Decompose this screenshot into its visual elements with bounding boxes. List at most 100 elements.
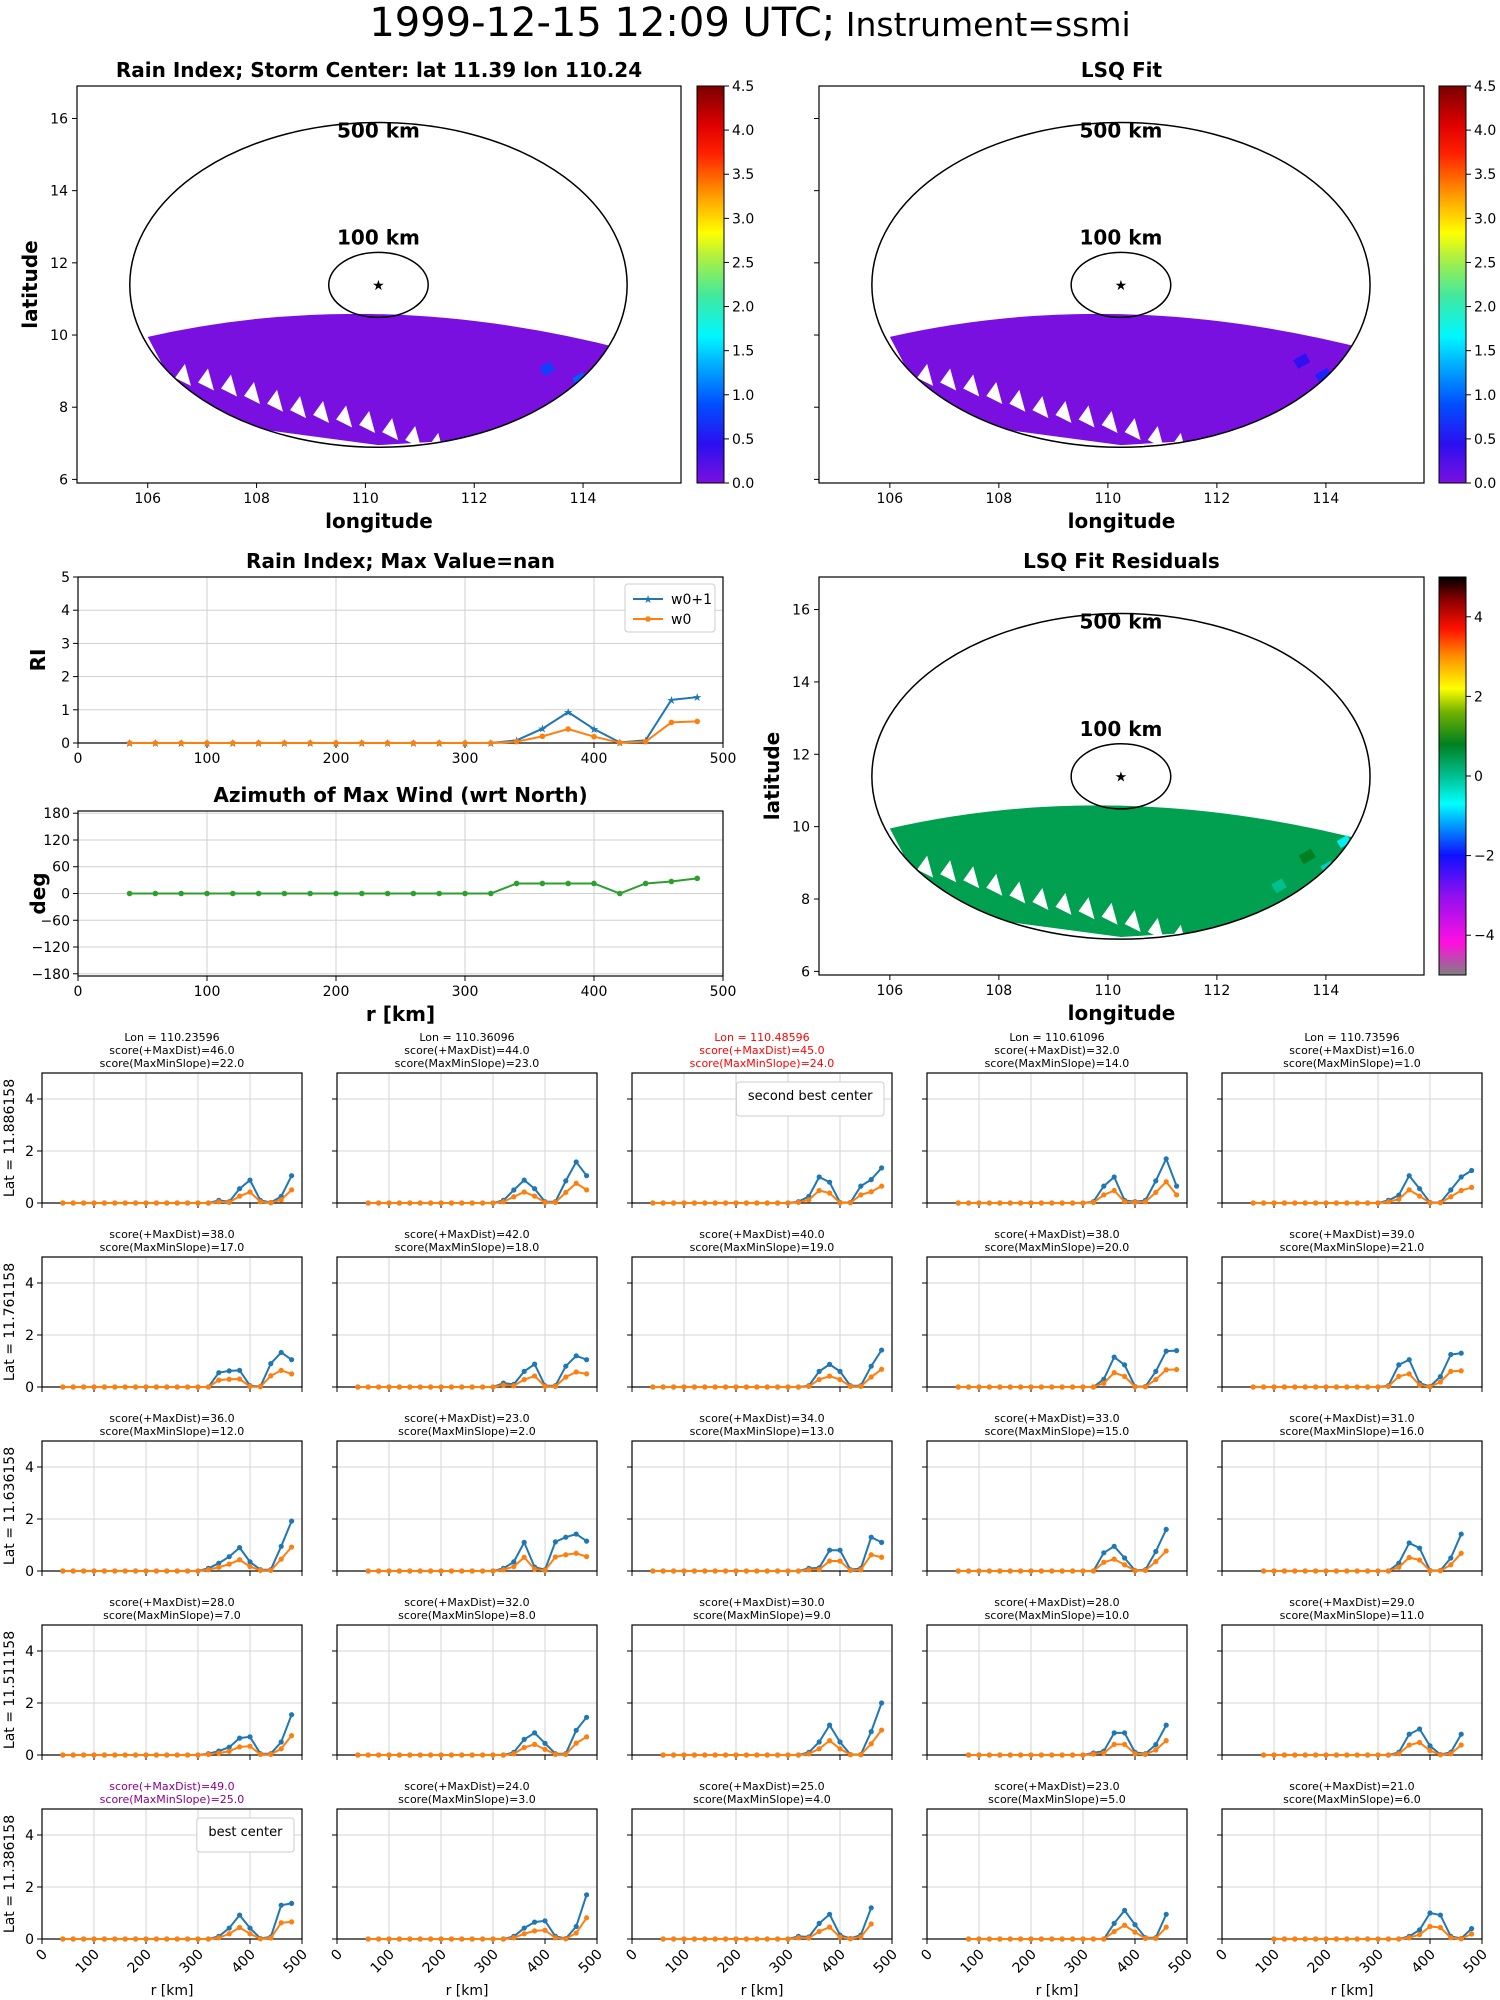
data-point	[289, 1919, 295, 1925]
data-point	[91, 1200, 97, 1206]
data-point	[365, 1384, 371, 1390]
data-point	[521, 1931, 527, 1937]
panel-title-line: score(MaxMinSlope)=21.0	[1280, 1241, 1425, 1254]
series-line-w0+1	[958, 1156, 1178, 1204]
data-point	[539, 880, 546, 887]
data-point	[226, 1748, 232, 1754]
y-tick-label: 16	[50, 111, 68, 127]
y-tick-label: 8	[801, 892, 810, 908]
data-point	[879, 1366, 885, 1372]
x-tick-label: 200	[1010, 1947, 1040, 1977]
x-tick-label: 110	[1095, 491, 1122, 507]
data-point	[1111, 1174, 1117, 1180]
series-line-w0	[357, 1736, 588, 1756]
data-point	[868, 1374, 874, 1380]
colorbar-tick-label: 0	[1474, 769, 1483, 785]
swath-edge	[451, 438, 468, 448]
data-point	[723, 1200, 729, 1206]
data-point	[257, 1936, 263, 1942]
data-point	[1417, 1726, 1423, 1732]
panel-title-line: score(MaxMinSlope)=15.0	[985, 1425, 1130, 1438]
data-point	[785, 1936, 791, 1942]
data-point	[1448, 1751, 1454, 1757]
swath-cell	[1271, 414, 1288, 429]
data-point	[237, 1186, 243, 1192]
axes-frame	[631, 1808, 893, 1940]
data-point	[681, 1200, 687, 1206]
data-point	[70, 1384, 76, 1390]
y-tick-label: 2	[25, 1328, 34, 1344]
data-point	[966, 1384, 972, 1390]
data-point	[469, 1384, 475, 1390]
data-point	[837, 1739, 843, 1745]
panel-title-line: score(MaxMinSlope)=9.0	[693, 1609, 831, 1622]
y-tick-label: −180	[32, 967, 70, 983]
data-point	[552, 1935, 559, 1941]
data-point	[584, 1714, 590, 1720]
data-point	[469, 1200, 475, 1206]
data-point	[1458, 1742, 1464, 1748]
data-point	[691, 1200, 698, 1206]
data-point	[806, 1197, 812, 1203]
data-point	[112, 1200, 118, 1206]
data-point	[691, 1384, 698, 1390]
data-point	[733, 1936, 739, 1942]
panel-legend-box	[196, 1817, 295, 1853]
data-point	[407, 1384, 413, 1390]
data-point	[1028, 1200, 1034, 1206]
data-point	[511, 1383, 517, 1389]
data-point	[1396, 1192, 1402, 1198]
swath-edge	[1032, 396, 1049, 419]
swath-edge	[963, 866, 980, 889]
data-point	[1080, 1200, 1086, 1206]
data-point	[153, 1200, 159, 1206]
data-point	[816, 1739, 822, 1745]
y-tick-label: 0	[25, 1564, 34, 1580]
data-point	[1417, 1557, 1423, 1563]
legend-label: w0+1	[671, 592, 712, 608]
data-point	[1153, 1935, 1159, 1941]
data-point	[237, 1557, 243, 1563]
data-point	[966, 1752, 972, 1758]
data-point	[410, 740, 417, 746]
data-point	[733, 1752, 739, 1758]
data-point	[668, 878, 675, 885]
data-point	[1281, 1384, 1287, 1390]
data-point	[584, 1915, 590, 1921]
candidate-panel: score(+MaxDist)=28.0score(MaxMinSlope)=1…	[922, 1596, 1188, 1760]
data-point	[542, 1199, 548, 1205]
candidate-panel: Lon = 110.61096score(+MaxDist)=32.0score…	[922, 1031, 1188, 1208]
data-point	[281, 740, 288, 746]
data-point	[488, 890, 494, 897]
data-point	[60, 1936, 66, 1942]
data-point	[1365, 1384, 1371, 1390]
storm-center-marker: ★	[1115, 278, 1128, 294]
data-point	[563, 1363, 569, 1369]
candidate-panel: score(+MaxDist)=36.0score(MaxMinSlope)=1…	[2, 1412, 303, 1580]
data-point	[500, 1382, 506, 1388]
data-point	[650, 1568, 656, 1574]
data-point	[1250, 1200, 1256, 1206]
data-point	[1163, 1548, 1169, 1554]
x-tick-label: 0	[918, 1947, 936, 1965]
ring-100km	[1070, 743, 1172, 810]
candidate-panel: score(+MaxDist)=28.0score(MaxMinSlope)=7…	[2, 1596, 303, 1764]
ring-500km	[871, 121, 1371, 449]
row-label: Lat = 11.511158	[2, 1631, 18, 1749]
data-point	[164, 1752, 170, 1758]
data-point	[1385, 1936, 1391, 1942]
data-point	[584, 1734, 590, 1740]
data-point	[1007, 1200, 1013, 1206]
data-point	[764, 1568, 770, 1574]
data-point	[1038, 1568, 1044, 1574]
y-tick-label: 4	[25, 1644, 34, 1660]
data-point	[230, 890, 236, 897]
data-point	[1292, 1568, 1298, 1574]
series-line-w0+1	[62, 1520, 293, 1572]
data-point	[563, 1534, 569, 1540]
data-point	[153, 1568, 159, 1574]
data-point	[500, 1567, 506, 1573]
panel-legend-label: best center	[208, 1825, 283, 1840]
suptitle-instrument: Instrument=ssmi	[835, 5, 1131, 44]
y-axis-label: latitude	[760, 732, 784, 820]
